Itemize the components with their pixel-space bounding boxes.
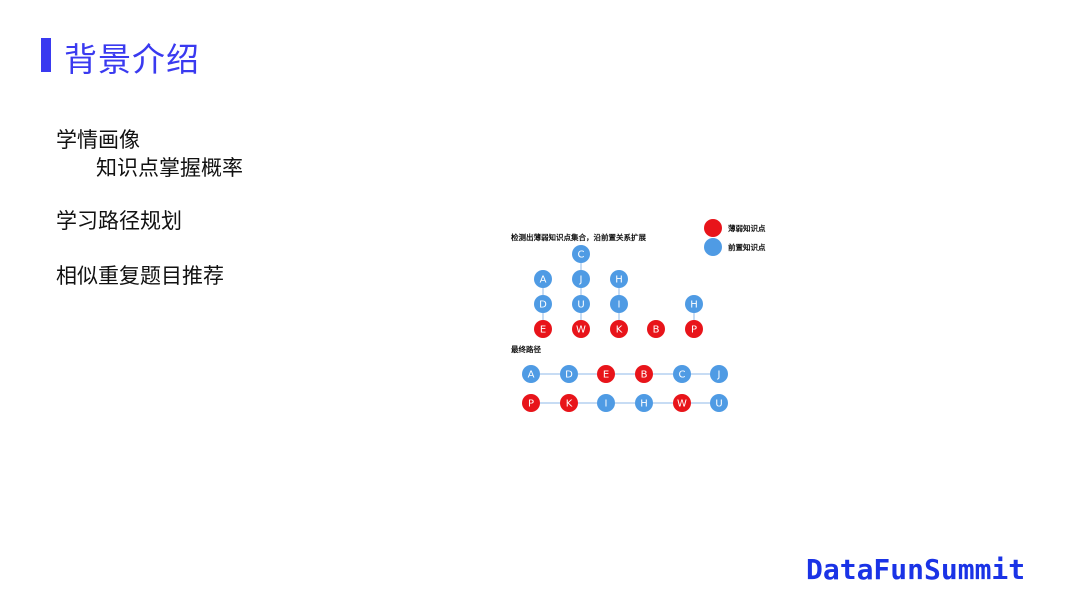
node-row0-C-label: C [679, 370, 686, 381]
bullet-path-planning: 学习路径规划 [56, 209, 182, 233]
node-col2-K-label: K [616, 325, 623, 336]
node-col1-W: W [572, 320, 590, 338]
legend-prereq-label: 前置知识点 [728, 242, 766, 252]
legend-weak-swatch [704, 219, 722, 237]
node-col4-P-label: P [691, 325, 697, 336]
node-row0-J: J [710, 365, 728, 383]
node-row0-B: B [635, 365, 653, 383]
node-row1-K-label: K [566, 399, 573, 410]
node-col2-I: I [610, 295, 628, 313]
node-row1-K: K [560, 394, 578, 412]
node-col1-C-label: C [578, 250, 585, 261]
node-row0-A-label: A [528, 370, 535, 381]
node-row0-J-label: J [717, 370, 721, 381]
bullet-profile-sub: 知识点掌握概率 [96, 156, 243, 180]
node-row1-I-label: I [605, 399, 608, 410]
node-col0-E-label: E [540, 325, 546, 336]
node-col0-A: A [534, 270, 552, 288]
brand-logo: DataFunSummit [806, 553, 1026, 586]
node-col3-B: B [647, 320, 665, 338]
node-row0-D: D [560, 365, 578, 383]
node-col2-H: H [610, 270, 628, 288]
diagram-caption-bottom: 最终路径 [511, 344, 541, 354]
node-row0-E: E [597, 365, 615, 383]
node-row1-W: W [673, 394, 691, 412]
diagram-nodes: A D E C J U W H I K B H P A D E B C J P K I H W U [522, 245, 728, 412]
node-row0-D-label: D [565, 370, 573, 381]
bullet-similar-questions: 相似重复题目推荐 [56, 264, 224, 288]
node-row1-W-label: W [677, 399, 687, 410]
node-row1-I: I [597, 394, 615, 412]
node-col2-H-label: H [615, 275, 623, 286]
node-col3-B-label: B [653, 325, 660, 336]
node-col0-A-label: A [540, 275, 547, 286]
legend-weak-label: 薄弱知识点 [728, 223, 766, 233]
node-row1-P-label: P [528, 399, 534, 410]
node-col1-C: C [572, 245, 590, 263]
title-accent-bar [41, 38, 51, 72]
node-row0-C: C [673, 365, 691, 383]
node-col0-D: D [534, 295, 552, 313]
node-col1-W-label: W [576, 325, 586, 336]
node-col1-U-label: U [577, 300, 584, 311]
slide-title: 背景介绍 [64, 40, 200, 79]
legend-prereq-swatch [704, 238, 722, 256]
node-col0-D-label: D [539, 300, 547, 311]
node-row1-H-label: H [640, 399, 648, 410]
node-col2-K: K [610, 320, 628, 338]
node-col2-I-label: I [618, 300, 621, 311]
node-col4-P: P [685, 320, 703, 338]
node-row0-E-label: E [603, 370, 609, 381]
node-row1-H: H [635, 394, 653, 412]
node-row0-A: A [522, 365, 540, 383]
diagram-legend: 薄弱知识点 前置知识点 [704, 219, 766, 256]
node-col1-U: U [572, 295, 590, 313]
diagram-edges [540, 263, 710, 404]
node-row0-B-label: B [641, 370, 648, 381]
diagram-caption-top: 检测出薄弱知识点集合，沿前置关系扩展 [511, 232, 646, 242]
node-col1-J: J [572, 270, 590, 288]
node-col4-H: H [685, 295, 703, 313]
node-col4-H-label: H [690, 300, 698, 311]
node-row1-U-label: U [715, 399, 722, 410]
node-row1-U: U [710, 394, 728, 412]
bullet-profile: 学情画像 [56, 128, 140, 152]
node-row1-P: P [522, 394, 540, 412]
node-col1-J-label: J [579, 275, 583, 286]
node-col0-E: E [534, 320, 552, 338]
